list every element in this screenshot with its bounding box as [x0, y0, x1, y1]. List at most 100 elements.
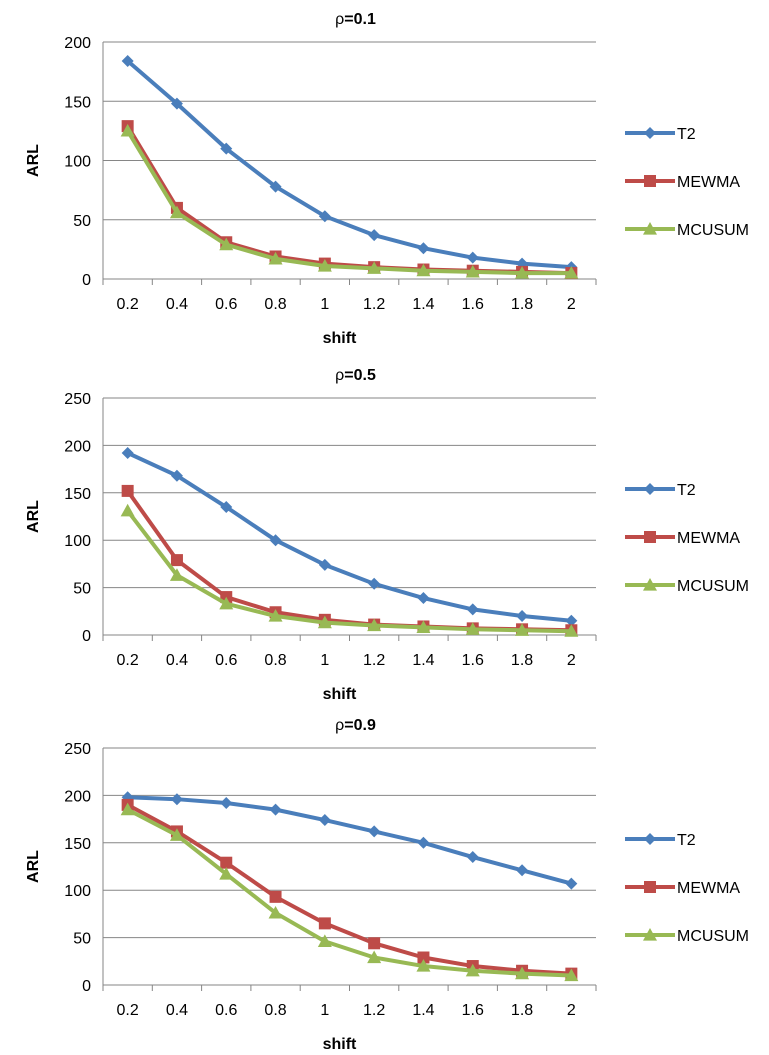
- series-line-t2: [126, 59, 572, 270]
- x-tick-label: 1.4: [412, 1002, 434, 1019]
- data-point-t2: [466, 603, 479, 616]
- data-point-t2: [417, 592, 430, 605]
- data-point-mcusum: [268, 251, 283, 265]
- x-tick-label: 0.4: [166, 1002, 188, 1019]
- series-line-mewma: [126, 489, 572, 633]
- series-line-mewma: [125, 125, 572, 276]
- data-point-mcusum: [515, 623, 530, 636]
- data-point-mewma: [220, 856, 233, 869]
- data-point-t2: [318, 558, 331, 571]
- y-tick-label: 0: [82, 272, 91, 289]
- legend-label: T2: [677, 126, 696, 143]
- data-point-t2: [318, 814, 331, 827]
- x-tick-label: 0.6: [215, 652, 237, 669]
- title-symbol: ρ: [335, 717, 344, 734]
- data-point-mcusum: [268, 905, 283, 919]
- data-point-mcusum: [169, 828, 184, 841]
- data-point-mcusum: [268, 609, 283, 622]
- chart-title: ρ=0.5: [335, 367, 376, 384]
- x-axis-label: shift: [323, 1036, 357, 1053]
- chart-title: ρ=0.9: [335, 717, 376, 734]
- chart-2: ρ=0.5 0 50 100 150 200 250 0.2 0.4 0.6 0.8 1 1.2 1.4 1…: [25, 367, 749, 703]
- data-point-mcusum: [515, 966, 530, 980]
- legend-label: MCUSUM: [677, 222, 749, 239]
- y-tick-label: 250: [64, 391, 91, 408]
- data-point-mcusum: [219, 596, 234, 610]
- chart-1: ρ=0.1 0 50 100 150 200 0.2 0.4 0.6 0.8 1 1.2 1.4 1.6 1…: [25, 11, 749, 347]
- data-point-mcusum: [416, 620, 431, 634]
- legend-marker-mcusum: [643, 928, 657, 941]
- data-point-mcusum: [416, 959, 431, 972]
- x-tick-label: 1: [320, 1002, 329, 1019]
- x-tick-label: 2: [567, 652, 576, 669]
- legend-marker-mewma: [644, 175, 656, 187]
- data-point-t2: [565, 614, 578, 627]
- x-tick-label: 1.4: [412, 652, 434, 669]
- data-point-t2: [170, 469, 183, 482]
- x-tick-label: 1.4: [412, 296, 434, 313]
- data-point-t2: [121, 791, 134, 804]
- data-point-t2: [170, 97, 183, 110]
- data-point-mcusum: [219, 867, 234, 880]
- chart-title: ρ=0.1: [335, 11, 376, 28]
- x-tick-label: 1.8: [511, 1002, 533, 1019]
- data-point-t2: [516, 864, 529, 877]
- data-point-t2: [121, 446, 134, 459]
- title-symbol: ρ: [335, 11, 344, 28]
- x-tick-label: 2: [567, 1002, 576, 1019]
- title-value: =0.5: [344, 367, 376, 384]
- y-tick-label: 100: [64, 533, 91, 550]
- x-tick-label: 1: [320, 652, 329, 669]
- y-tick-label: 100: [64, 154, 91, 171]
- data-point-t2: [170, 793, 183, 806]
- x-tick-label: 0.8: [264, 296, 286, 313]
- chart-3: ρ=0.9 0 50 100 150 200 250 0.2 0.4 0.6 0.8 1 1.2 1.4 1…: [25, 717, 749, 1053]
- data-point-t2: [417, 836, 430, 849]
- x-tick-label: 0.8: [264, 652, 286, 669]
- legend-label: T2: [677, 832, 696, 849]
- legend-label: MCUSUM: [677, 578, 749, 595]
- x-tick-label: 1.2: [363, 652, 385, 669]
- series-line-mewma: [126, 803, 572, 976]
- data-point-t2: [269, 803, 282, 816]
- x-axis-label: shift: [323, 686, 357, 703]
- y-tick-label: 0: [82, 978, 91, 995]
- data-point-mewma: [121, 484, 134, 497]
- data-point-t2: [220, 142, 233, 155]
- x-tick-label: 0.4: [166, 652, 188, 669]
- y-tick-label: 150: [64, 94, 91, 111]
- legend-marker-t2: [644, 483, 656, 495]
- data-point-mewma: [417, 951, 430, 964]
- data-point-mcusum: [219, 237, 234, 251]
- x-tick-label: 1.2: [363, 296, 385, 313]
- x-tick-label: 0.2: [117, 296, 139, 313]
- data-point-mcusum: [564, 266, 579, 279]
- y-tick-label: 100: [64, 883, 91, 900]
- x-axis-label: shift: [323, 330, 357, 347]
- data-point-mewma: [170, 554, 183, 567]
- data-point-t2: [417, 242, 430, 255]
- data-point-t2: [220, 501, 233, 514]
- x-tick-label: 1.8: [511, 652, 533, 669]
- series-line-t2: [127, 795, 572, 886]
- data-point-mewma: [318, 917, 331, 930]
- title-value: =0.1: [344, 11, 376, 28]
- data-point-mcusum: [515, 266, 530, 279]
- data-point-mcusum: [169, 568, 184, 581]
- y-tick-label: 50: [73, 213, 91, 230]
- y-tick-label: 250: [64, 741, 91, 758]
- y-axis-label: ARL: [25, 850, 42, 883]
- data-point-mcusum: [317, 258, 332, 272]
- data-point-mcusum: [367, 618, 382, 632]
- x-tick-label: 1.8: [511, 296, 533, 313]
- y-tick-label: 200: [64, 35, 91, 52]
- data-point-mcusum: [120, 123, 135, 137]
- y-axis-label: ARL: [25, 144, 42, 177]
- series-line-t2: [126, 451, 572, 623]
- legend-marker-mewma: [644, 881, 656, 893]
- legend-marker-mcusum: [643, 578, 657, 591]
- data-point-t2: [368, 229, 381, 242]
- x-tick-label: 0.6: [215, 1002, 237, 1019]
- title-symbol: ρ: [335, 367, 344, 384]
